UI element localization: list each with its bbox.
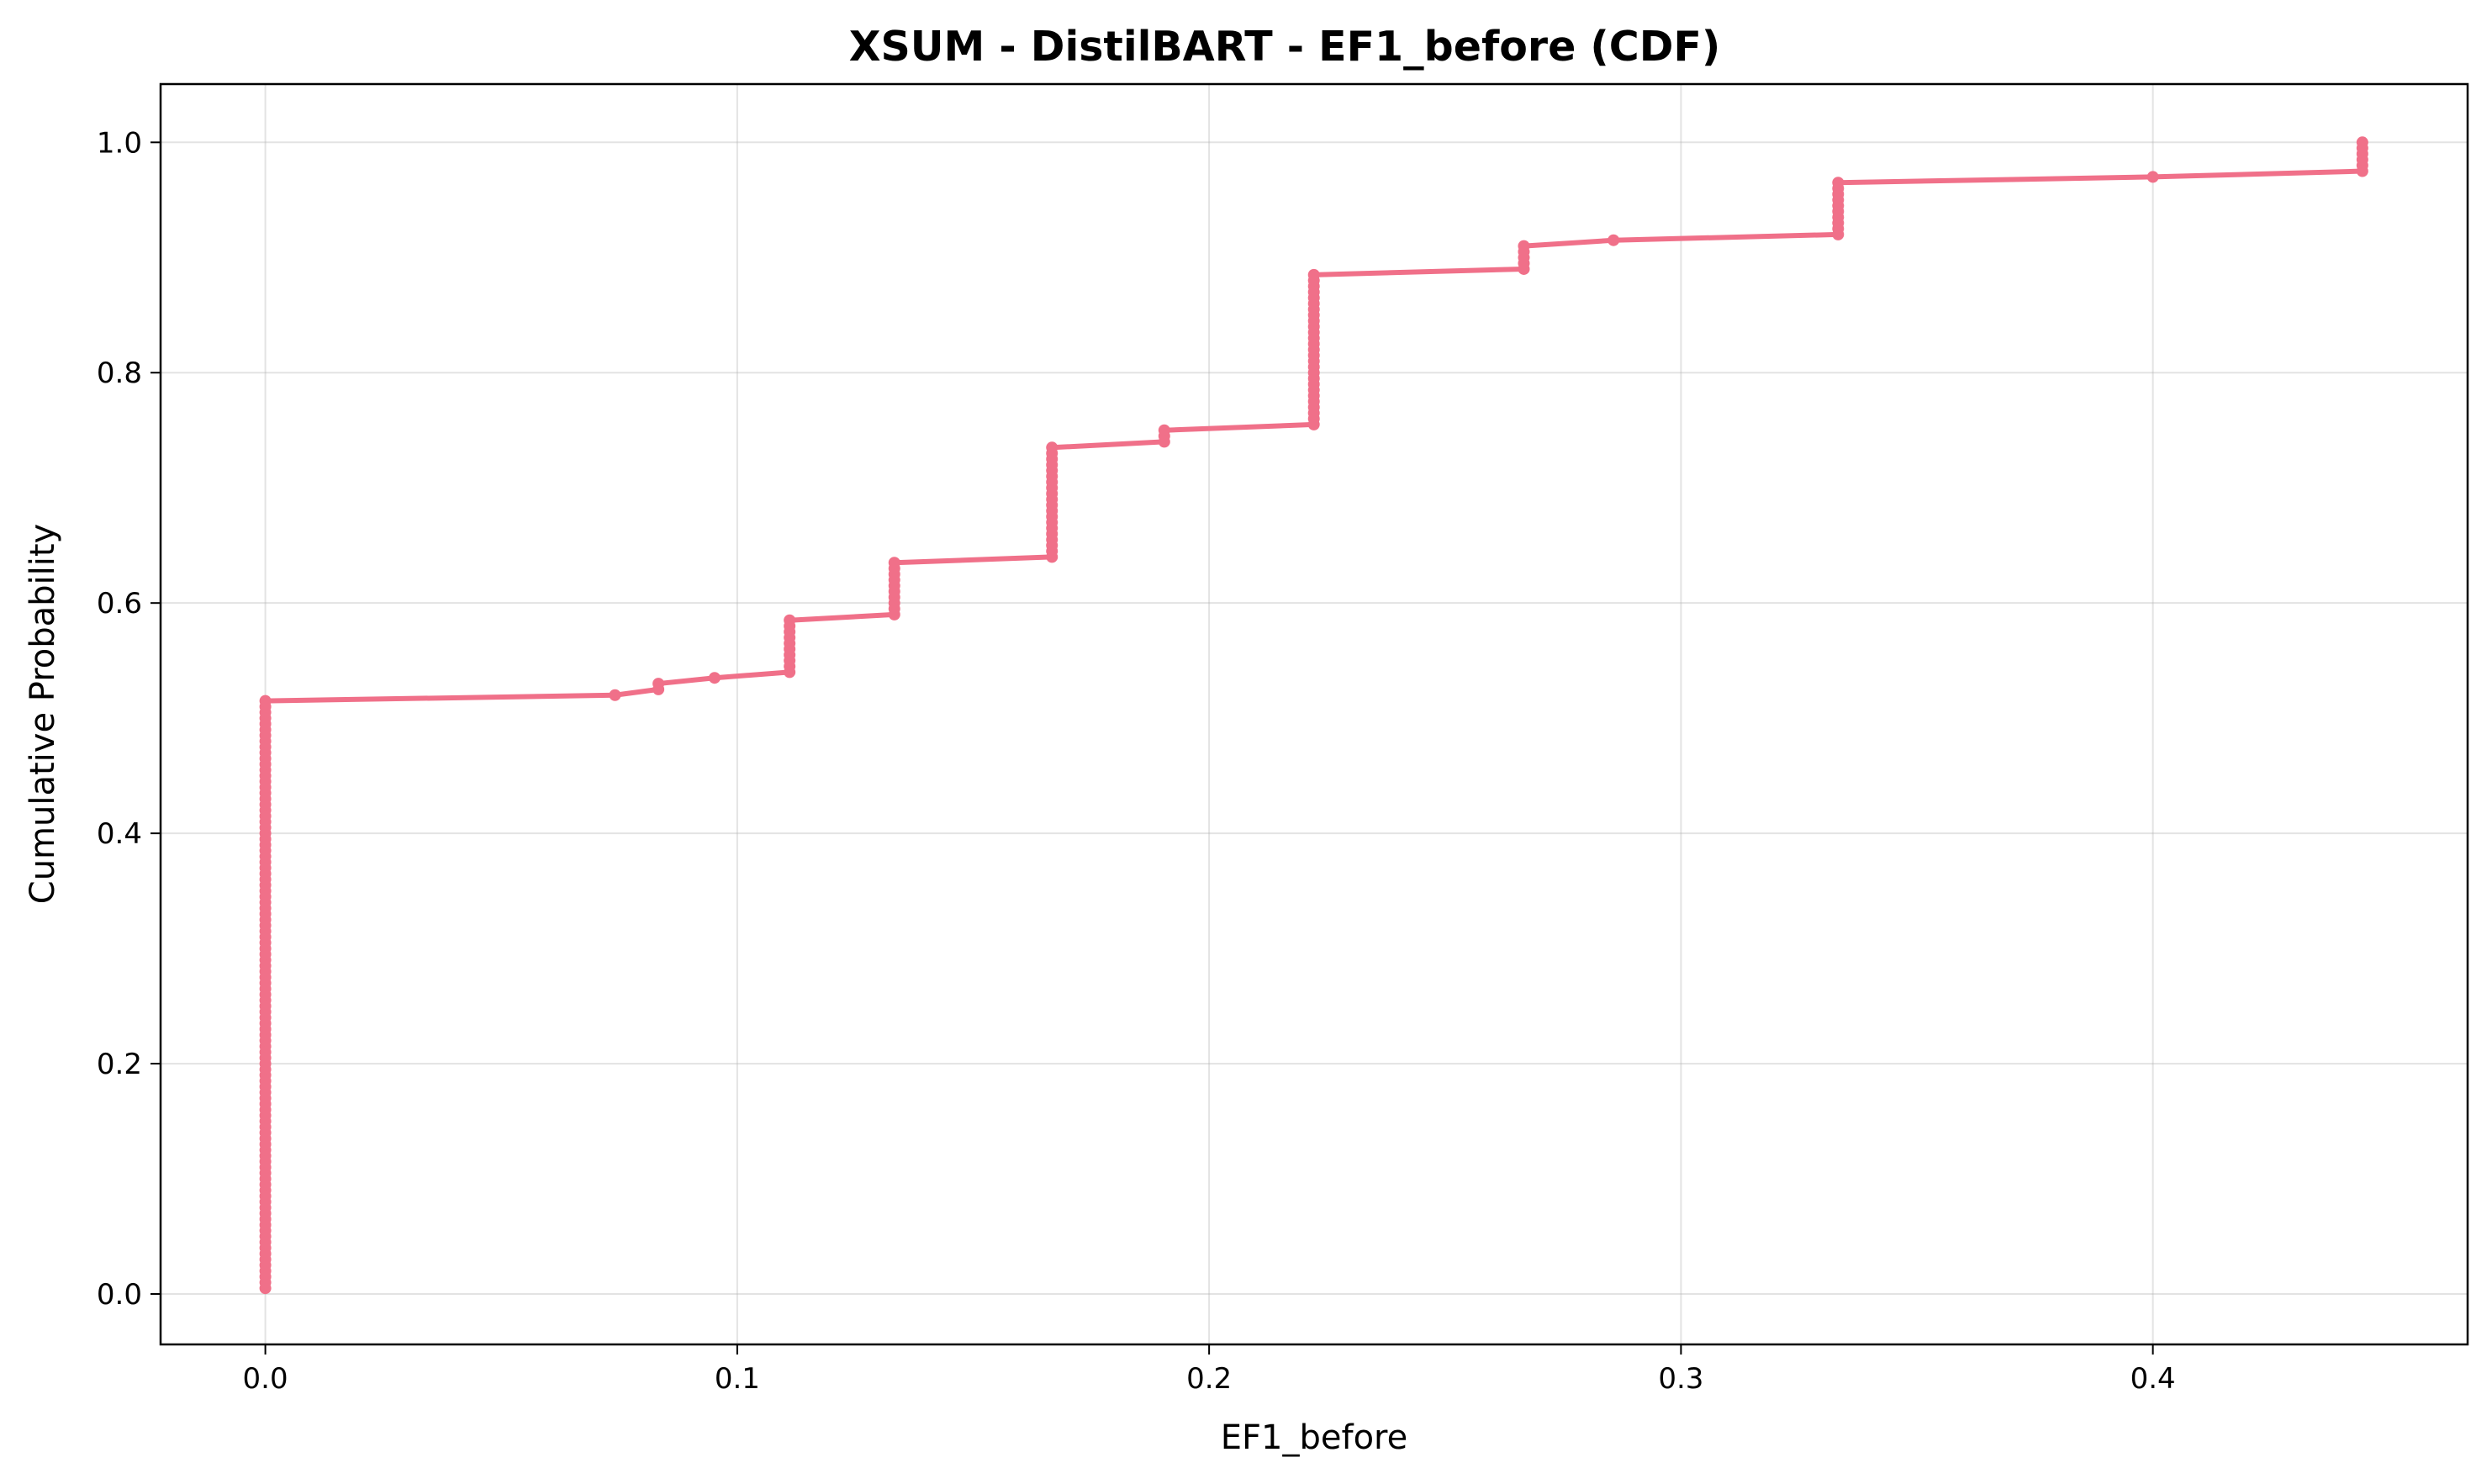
cdf-point: [1832, 177, 1845, 189]
cdf-point: [1158, 424, 1170, 436]
y-axis-label: Cumulative Probability: [24, 524, 62, 904]
x-axis-label: EF1_before: [1221, 1418, 1407, 1457]
cdf-point: [1307, 268, 1320, 281]
x-tick-label: 0.0: [243, 1362, 288, 1396]
cdf-point: [652, 678, 665, 690]
y-tick-label: 0.0: [97, 1278, 142, 1312]
y-tick-label: 0.2: [97, 1048, 142, 1081]
cdf-point: [1046, 441, 1059, 454]
cdf-point: [2356, 136, 2368, 149]
cdf-point: [1608, 234, 1620, 246]
cdf-point: [259, 694, 272, 707]
grid: [161, 84, 2468, 1344]
cdf-point: [784, 614, 796, 626]
cdf-point: [708, 672, 721, 684]
cdf-point: [888, 557, 900, 569]
x-tick-label: 0.4: [2130, 1362, 2176, 1396]
cdf-point: [2146, 171, 2159, 183]
x-tick-label: 0.3: [1658, 1362, 1703, 1396]
cdf-point: [1518, 240, 1530, 252]
plot-frame: [159, 82, 2469, 1346]
x-tick-label: 0.2: [1186, 1362, 1232, 1396]
y-tick-label: 0.4: [97, 817, 142, 851]
cdf-point: [609, 689, 621, 701]
axes: 0.0 0.1 0.2 0.3 0.4 0.0 0.2 0.4 0.6 0.8 1.0: [97, 126, 2176, 1396]
chart-title: XSUM - DistilBART - EF1_before (CDF): [849, 23, 1721, 71]
y-tick-label: 0.6: [97, 587, 142, 621]
y-tick-label: 0.8: [97, 356, 142, 390]
x-tick-label: 0.1: [715, 1362, 760, 1396]
cdf-series: [259, 136, 2368, 1295]
y-tick-label: 1.0: [97, 126, 142, 160]
